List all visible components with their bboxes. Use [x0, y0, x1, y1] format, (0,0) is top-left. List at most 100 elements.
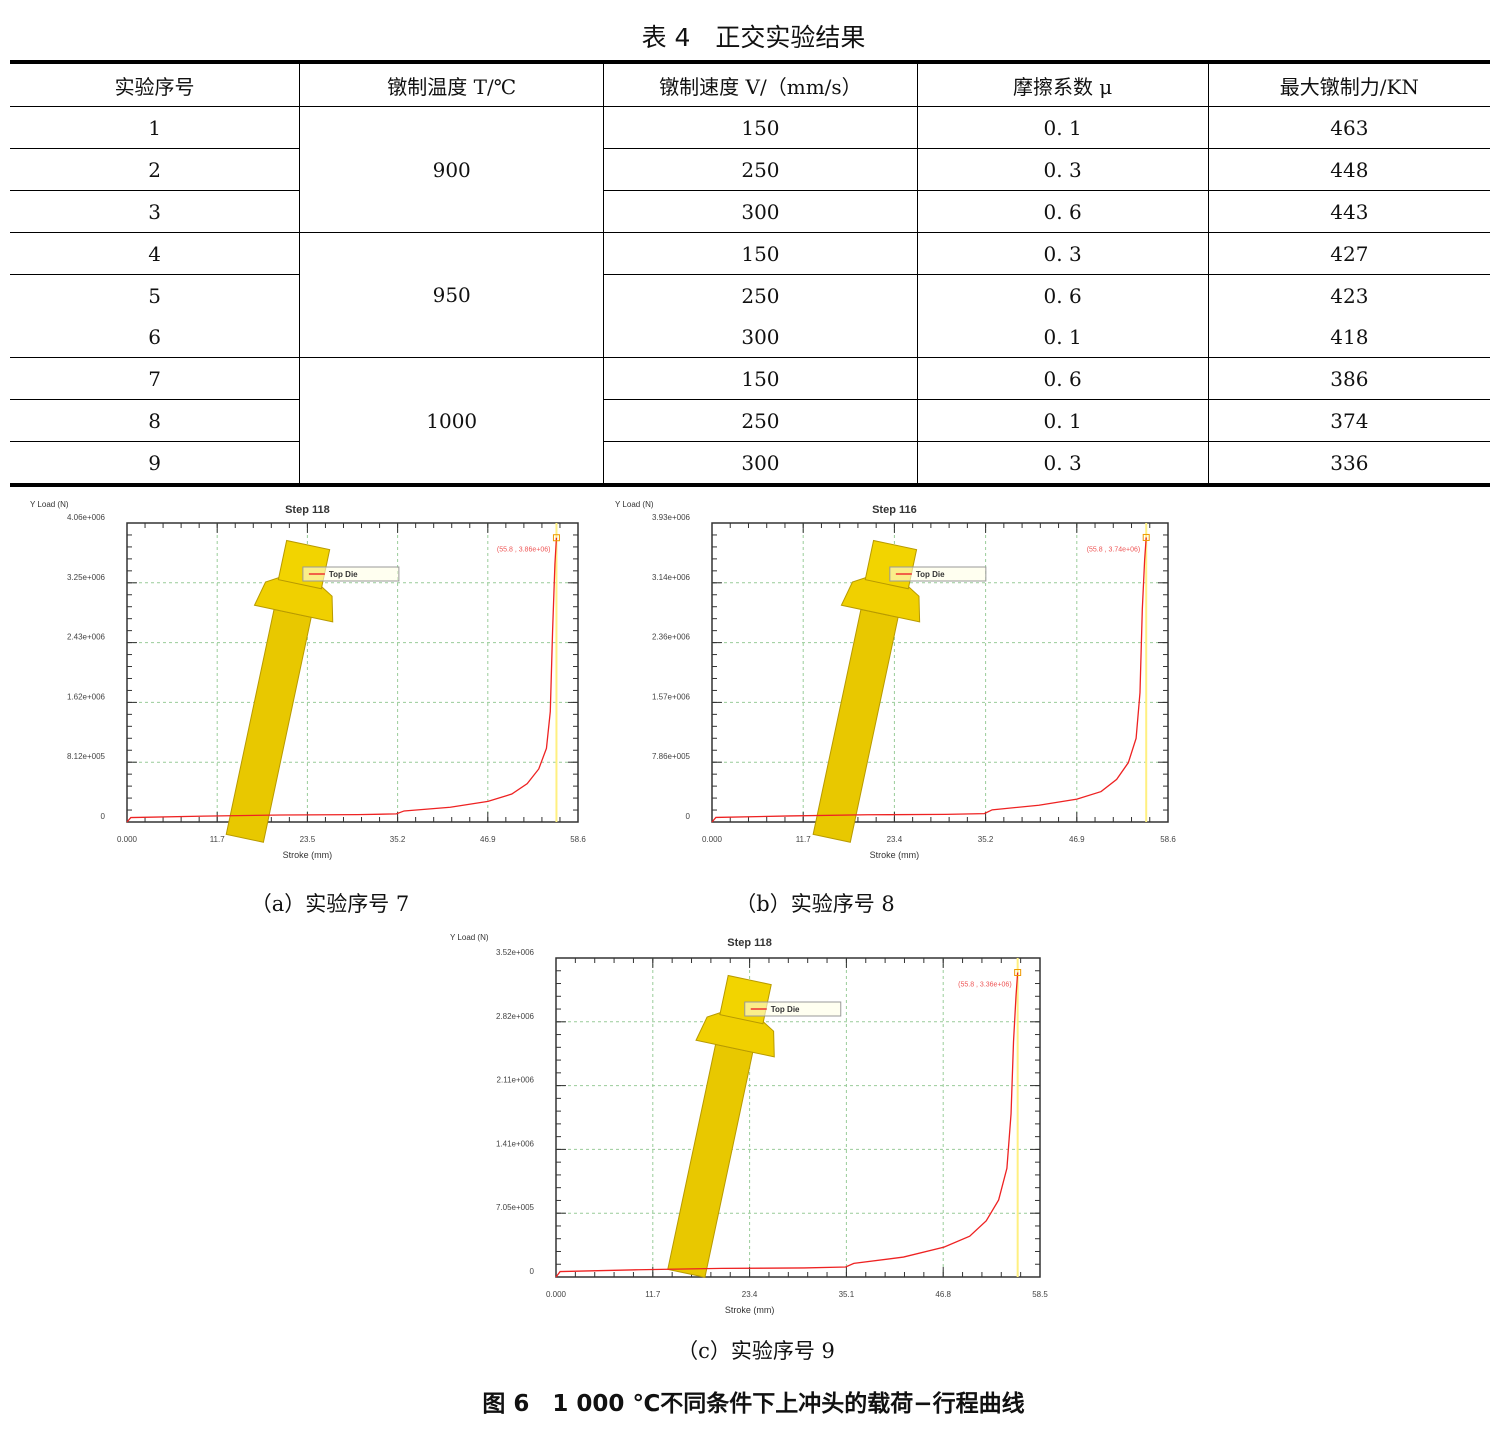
bolt-head — [719, 974, 772, 1025]
peak-annotation: (55.8 , 3.86e+06) — [497, 547, 551, 554]
legend-box — [302, 566, 400, 582]
y-tick-label: 3.25e+006 — [67, 573, 106, 582]
table-row: 6 300 0. 1 418 — [10, 316, 1490, 358]
column-header: 最大镦制力/KN — [1207, 62, 1490, 107]
table-cell: 6 — [148, 324, 161, 349]
caption-a: （a）实验序号 7 — [250, 892, 410, 916]
table-cell: 950 — [299, 232, 604, 358]
chart-xlabel: Stroke (mm) — [725, 1305, 775, 1315]
table-cell: 150 — [603, 106, 918, 149]
x-tick-label: 11.7 — [210, 835, 226, 844]
table-cell: 250 — [603, 148, 918, 191]
x-tick-label: 35.2 — [390, 835, 406, 844]
table-cell: 386 — [1207, 357, 1490, 400]
y-tick-label: 1.62e+006 — [67, 692, 106, 701]
column-header: 镦制温度 T/℃ — [299, 62, 604, 107]
x-tick-label: 46.9 — [480, 835, 496, 844]
table-cell: 300 — [603, 190, 918, 233]
y-tick-label: 2.43e+006 — [67, 633, 106, 642]
x-tick-label: 58.6 — [570, 835, 586, 844]
x-tick-label: 46.8 — [935, 1290, 951, 1299]
y-tick-label: 3.93e+006 — [652, 513, 691, 522]
table-title: 表 4 正交实验结果 — [641, 23, 866, 52]
results-table: 实验序号 镦制温度 T/℃ 镦制速度 V/（mm/s） 摩擦系数 μ 最大镦制力/KN 1… — [10, 60, 1490, 487]
table-cell: 0. 3 — [916, 148, 1209, 191]
legend-label: Top Die — [916, 570, 945, 579]
legend-label: Top Die — [329, 570, 358, 579]
y-tick-label: 7.86e+005 — [652, 752, 691, 761]
x-tick-label: 23.5 — [300, 835, 316, 844]
y-tick-label: 0 — [530, 1267, 535, 1276]
legend-box — [889, 566, 987, 582]
chart-ylabel: Y Load (N) — [615, 500, 654, 509]
table-cell: 250 — [603, 274, 918, 316]
series-line — [126, 537, 558, 823]
x-tick-label: 23.4 — [742, 1290, 758, 1299]
table-cell: 336 — [1207, 441, 1490, 485]
table-cell: 418 — [1207, 316, 1490, 358]
table-cell: 5 — [10, 274, 300, 316]
table-cell: 250 — [603, 399, 918, 442]
table-cell: 300 — [603, 441, 918, 485]
x-tick-label: 0.000 — [546, 1290, 567, 1299]
table-cell: 448 — [1207, 148, 1490, 191]
x-tick-label: 23.4 — [887, 835, 903, 844]
table-cell: 1 — [10, 106, 300, 149]
y-tick-label: 1.57e+006 — [652, 692, 691, 701]
table-cell: 374 — [1207, 399, 1490, 442]
table-cell: 0. 3 — [916, 232, 1209, 275]
table-cell: 2 — [10, 148, 300, 191]
x-tick-label: 11.7 — [645, 1290, 661, 1299]
table-cell: 427 — [1207, 232, 1490, 275]
table-cell: 0. 6 — [916, 357, 1209, 400]
peak-annotation: (55.8 , 3.74e+06) — [1087, 546, 1141, 553]
peak-marker — [1014, 969, 1022, 976]
legend-box — [744, 1001, 842, 1017]
column-header: 镦制速度 V/（mm/s） — [603, 62, 918, 107]
y-tick-label: 0 — [101, 812, 106, 821]
table-row: 1 900 150 0. 1 463 — [10, 106, 1490, 233]
table-cell: 9 — [10, 441, 300, 485]
table-cell: 0. 3 — [916, 441, 1209, 485]
caption-c: （c）实验序号 9 — [677, 1339, 835, 1363]
peak-annotation: (55.8 , 3.36e+06) — [958, 982, 1012, 989]
chart-a: 0.000 11.7 23.5 35.2 46.9 58.6 0 8.12e+005 1.62e… — [30, 500, 586, 860]
table-cell: 463 — [1207, 106, 1490, 149]
x-tick-label: 58.5 — [1032, 1290, 1048, 1299]
y-tick-label: 7.05e+005 — [496, 1203, 535, 1212]
bolt-head — [277, 539, 331, 590]
table-row: 7 1000 150 0. 6 386 — [10, 357, 1490, 485]
table-row: 2 250 0. 3 448 — [10, 148, 1490, 191]
y-tick-label: 2.11e+006 — [497, 1076, 535, 1085]
y-tick-label: 8.12e+005 — [67, 752, 106, 761]
table-row: 5 250 0. 6 423 — [10, 274, 1490, 316]
figure-caption: 图 6 1 000 ℃不同条件下上冲头的载荷−行程曲线 — [482, 1391, 1025, 1417]
y-tick-label: 0 — [686, 812, 691, 821]
chart-title: Step 116 — [872, 504, 917, 516]
table-cell: 7 — [10, 357, 300, 400]
chart-b: 0.000 11.7 23.4 35.2 46.9 58.6 0 7.86e+005 1.57e… — [615, 500, 1176, 860]
table-cell: 0. 1 — [916, 106, 1209, 149]
column-header: 摩擦系数 μ — [916, 62, 1209, 107]
table-cell: 0. 6 — [916, 190, 1209, 233]
legend-label: Top Die — [771, 1005, 800, 1014]
table-cell: 300 — [603, 316, 918, 358]
chart-title: Step 118 — [727, 937, 772, 949]
table-cell: 0. 6 — [916, 274, 1209, 316]
table-row: 4 950 150 0. 3 427 — [10, 232, 1490, 358]
x-tick-label: 11.7 — [796, 835, 812, 844]
table-cell: 900 — [299, 106, 604, 233]
peak-marker — [1142, 533, 1150, 541]
table-cell: 0. 1 — [916, 316, 1209, 358]
table-cell: 443 — [1207, 190, 1490, 233]
table-cell: 3 — [10, 190, 300, 233]
peak-marker — [552, 534, 560, 542]
table-row: 9 300 0. 3 336 — [10, 441, 1490, 485]
x-tick-label: 0.000 — [117, 835, 138, 844]
y-tick-label: 1.41e+006 — [496, 1139, 535, 1148]
y-tick-label: 2.36e+006 — [652, 633, 691, 642]
chart-title: Step 118 — [285, 504, 330, 516]
chart-c: 0.000 11.7 23.4 35.1 46.8 58.5 0 7.05e+005 1.41e… — [450, 933, 1048, 1315]
chart-xlabel: Stroke (mm) — [870, 850, 920, 860]
table-cell: 8 — [10, 399, 300, 442]
